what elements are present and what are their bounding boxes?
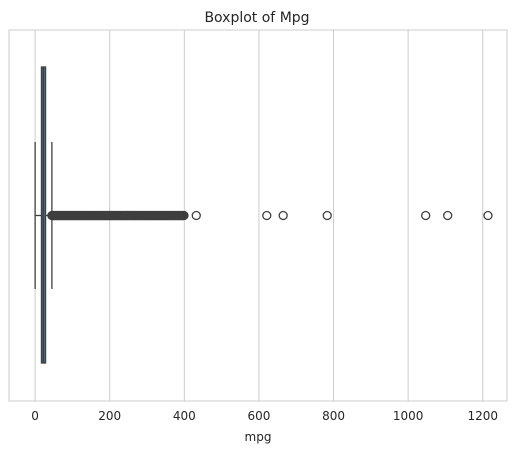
- x-tick-label: 400: [173, 409, 196, 423]
- x-tick-label: 1200: [467, 409, 498, 423]
- x-tick-label: 200: [98, 409, 121, 423]
- outlier-point: [484, 212, 492, 220]
- outlier-point: [422, 212, 430, 220]
- outlier-point: [192, 212, 200, 220]
- outliers-group: [48, 212, 492, 220]
- x-tick-label: 600: [247, 409, 270, 423]
- outlier-point: [279, 212, 287, 220]
- x-tick-labels: 0 200 400 600 800 1000 1200: [31, 409, 498, 423]
- chart-title: Boxplot of Mpg: [204, 10, 309, 26]
- outlier-point: [263, 212, 271, 220]
- x-tick-label: 800: [322, 409, 345, 423]
- x-axis-label: mpg: [245, 430, 272, 444]
- x-tick-label: 0: [31, 409, 39, 423]
- x-tick-label: 1000: [393, 409, 424, 423]
- outlier-point: [444, 212, 452, 220]
- outlier-point: [323, 212, 331, 220]
